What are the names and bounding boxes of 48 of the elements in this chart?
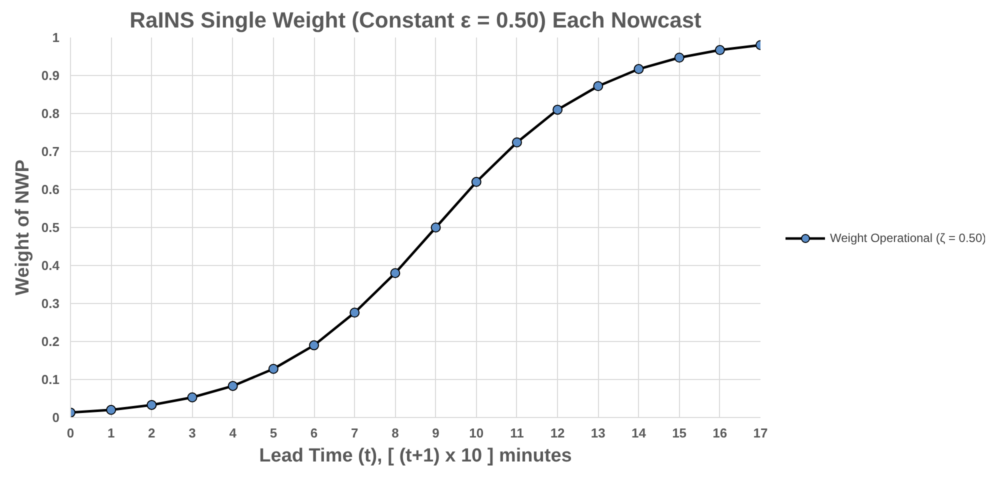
x-tick-label: 17 bbox=[753, 426, 768, 440]
x-tick-label: 3 bbox=[188, 426, 196, 440]
y-tick-label: 0.5 bbox=[41, 220, 60, 235]
x-tick-label: 5 bbox=[270, 426, 278, 440]
x-tick-label: 9 bbox=[432, 426, 440, 440]
point bbox=[228, 380, 238, 391]
y-tick-label: 0.4 bbox=[41, 258, 60, 273]
y-tick-label: 0.6 bbox=[41, 182, 60, 197]
point bbox=[390, 268, 400, 278]
y-tick-label: 1 bbox=[52, 30, 60, 45]
y-axis-title: Weight of NWP bbox=[12, 159, 34, 296]
y-tick-label: 0.7 bbox=[41, 144, 60, 159]
point bbox=[350, 308, 360, 318]
x-tick-label: 13 bbox=[590, 426, 606, 440]
x-tick-label: 0 bbox=[66, 426, 74, 440]
x-axis-title: Lead Time (t), [ (t+1) x 10 ] minutes bbox=[259, 446, 572, 466]
x-tick-label: 2 bbox=[148, 426, 156, 440]
y-tick-label: 0.2 bbox=[41, 334, 60, 349]
y-tick-label: 0.8 bbox=[41, 106, 60, 121]
point bbox=[430, 222, 441, 232]
point bbox=[106, 404, 116, 415]
x-tick-label: 6 bbox=[310, 426, 318, 440]
x-tick-label: 14 bbox=[632, 426, 647, 440]
point bbox=[593, 81, 604, 92]
y-tick-label: 0.9 bbox=[41, 68, 60, 83]
x-tick-label: 15 bbox=[672, 426, 687, 440]
x-tick-label: 10 bbox=[469, 426, 484, 440]
point bbox=[471, 176, 482, 187]
x-tick-label: 16 bbox=[712, 426, 728, 440]
point bbox=[674, 52, 684, 63]
point bbox=[634, 64, 644, 74]
x-tick-label: 7 bbox=[351, 426, 358, 440]
point bbox=[187, 392, 198, 402]
x-tick-label: 12 bbox=[550, 426, 565, 440]
x-tick-label: 1 bbox=[107, 426, 115, 440]
y-tick-label: 0 bbox=[52, 410, 60, 425]
point bbox=[146, 400, 157, 410]
y-tick-label: 0.1 bbox=[41, 372, 60, 387]
x-tick-label: 4 bbox=[229, 426, 238, 440]
point bbox=[512, 137, 522, 148]
point bbox=[714, 45, 725, 56]
chart-title: RaINS Single Weight (Constant ε = 0.50) Each Nowcast bbox=[130, 8, 702, 32]
point bbox=[268, 364, 278, 374]
point bbox=[552, 104, 563, 115]
y-tick-label: 0.3 bbox=[41, 296, 60, 311]
x-tick-label: 11 bbox=[510, 426, 524, 440]
point bbox=[309, 340, 320, 350]
x-tick-label: 8 bbox=[392, 426, 399, 440]
